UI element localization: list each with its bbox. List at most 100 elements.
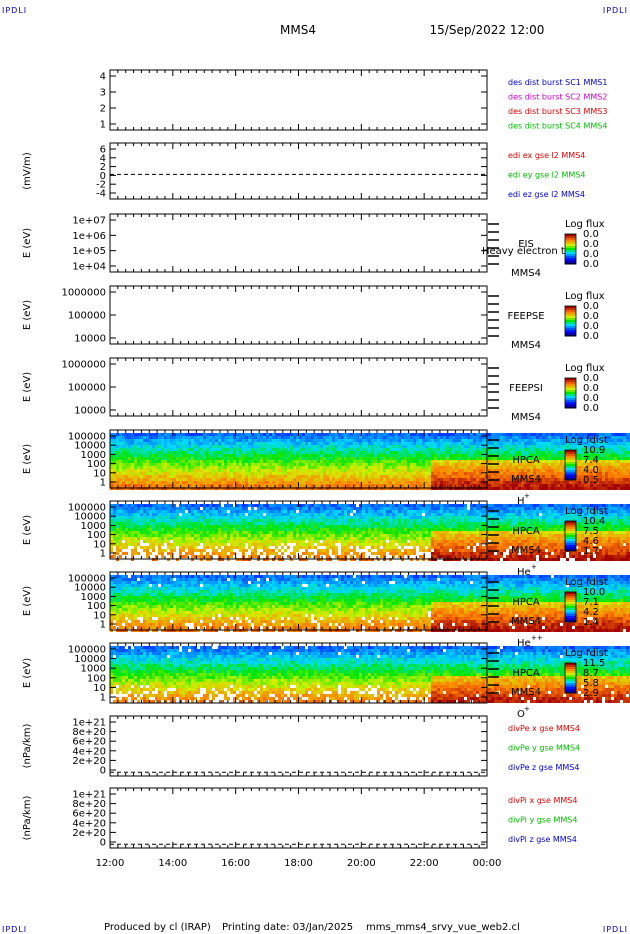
heatmap-cell	[428, 457, 431, 460]
heatmap-cell	[263, 484, 266, 487]
heatmap-cell	[221, 442, 224, 445]
heatmap-cell	[401, 463, 404, 466]
heatmap-cell	[506, 478, 509, 481]
heatmap-cell	[467, 472, 470, 475]
heatmap-cell	[137, 475, 140, 478]
heatmap-cell	[272, 481, 275, 484]
heatmap-cell	[626, 454, 629, 457]
heatmap-cell	[551, 457, 554, 460]
heatmap-cell	[209, 439, 212, 442]
heatmap-cell	[197, 445, 200, 448]
heatmap-cell	[173, 475, 176, 478]
heatmap-cell	[269, 433, 272, 436]
heatmap-cell	[464, 457, 467, 460]
heatmap-cell	[269, 484, 272, 487]
heatmap-cell	[218, 463, 221, 466]
heatmap-cell	[488, 457, 491, 460]
heatmap-cell	[137, 448, 140, 451]
heatmap-cell	[443, 448, 446, 451]
heatmap-cell	[137, 433, 140, 436]
heatmap-cell	[506, 463, 509, 466]
heatmap-cell	[344, 478, 347, 481]
heatmap-cell	[401, 445, 404, 448]
heatmap-cell	[350, 463, 353, 466]
heatmap-cell	[113, 475, 116, 478]
heatmap-cell	[161, 484, 164, 487]
heatmap-cell	[155, 457, 158, 460]
heatmap-cell	[260, 433, 263, 436]
heatmap-cell	[158, 475, 161, 478]
heatmap-cell	[620, 439, 623, 442]
heatmap-cell	[431, 481, 434, 484]
heatmap-cell	[356, 436, 359, 439]
heatmap-cell	[140, 451, 143, 454]
heatmap-cell	[530, 448, 533, 451]
heatmap-cell	[497, 436, 500, 439]
heatmap-cell	[617, 472, 620, 475]
heatmap-cell	[437, 466, 440, 469]
heatmap-cell	[275, 436, 278, 439]
heatmap-cell	[611, 469, 614, 472]
heatmap-cell	[323, 460, 326, 463]
heatmap-cell	[578, 466, 581, 469]
heatmap-cell	[614, 481, 617, 484]
ytick-label: -4	[96, 189, 106, 200]
heatmap-cell	[125, 448, 128, 451]
spacecraft-label: MMS4	[511, 340, 541, 351]
heatmap-cell	[602, 463, 605, 466]
heatmap-cell	[185, 451, 188, 454]
heatmap-cell	[506, 481, 509, 484]
heatmap-cell	[425, 484, 428, 487]
heatmap-cell	[365, 442, 368, 445]
heatmap-cell	[194, 451, 197, 454]
heatmap-cell	[194, 436, 197, 439]
heatmap-cell	[578, 475, 581, 478]
heatmap-cell	[452, 460, 455, 463]
heatmap-cell	[332, 451, 335, 454]
heatmap-cell	[281, 451, 284, 454]
heatmap-cell	[137, 451, 140, 454]
heatmap-cell	[179, 436, 182, 439]
heatmap-cell	[554, 478, 557, 481]
heatmap-cell	[383, 442, 386, 445]
heatmap-cell	[305, 475, 308, 478]
heatmap-cell	[557, 463, 560, 466]
heatmap-cell	[506, 436, 509, 439]
heatmap-cell	[218, 433, 221, 436]
heatmap-cell	[470, 439, 473, 442]
heatmap-cell	[383, 439, 386, 442]
heatmap-cell	[143, 466, 146, 469]
heatmap-cell	[287, 469, 290, 472]
heatmap-cell	[407, 481, 410, 484]
heatmap-cell	[224, 445, 227, 448]
heatmap-cell	[374, 451, 377, 454]
heatmap-cell	[128, 445, 131, 448]
heatmap-cell	[305, 457, 308, 460]
heatmap-cell	[269, 451, 272, 454]
heatmap-cell	[392, 478, 395, 481]
heatmap-cell	[362, 442, 365, 445]
y-axis-label: E (eV)	[22, 300, 33, 330]
heatmap-cell	[137, 445, 140, 448]
heatmap-cell	[317, 442, 320, 445]
heatmap-cell	[209, 451, 212, 454]
heatmap-cell	[518, 451, 521, 454]
heatmap-cell	[440, 433, 443, 436]
heatmap-cell	[275, 481, 278, 484]
heatmap-cell	[500, 469, 503, 472]
heatmap-cell	[551, 478, 554, 481]
heatmap-cell	[368, 457, 371, 460]
heatmap-cell	[131, 445, 134, 448]
heatmap-cell	[395, 433, 398, 436]
heatmap-cell	[176, 433, 179, 436]
heatmap-cell	[284, 484, 287, 487]
heatmap-cell	[296, 475, 299, 478]
heatmap-cell	[245, 481, 248, 484]
heatmap-cell	[206, 448, 209, 451]
heatmap-cell	[191, 472, 194, 475]
heatmap-cell	[311, 478, 314, 481]
heatmap-cell	[476, 466, 479, 469]
heatmap-cell	[341, 466, 344, 469]
heatmap-cell	[317, 433, 320, 436]
heatmap-cell	[488, 481, 491, 484]
